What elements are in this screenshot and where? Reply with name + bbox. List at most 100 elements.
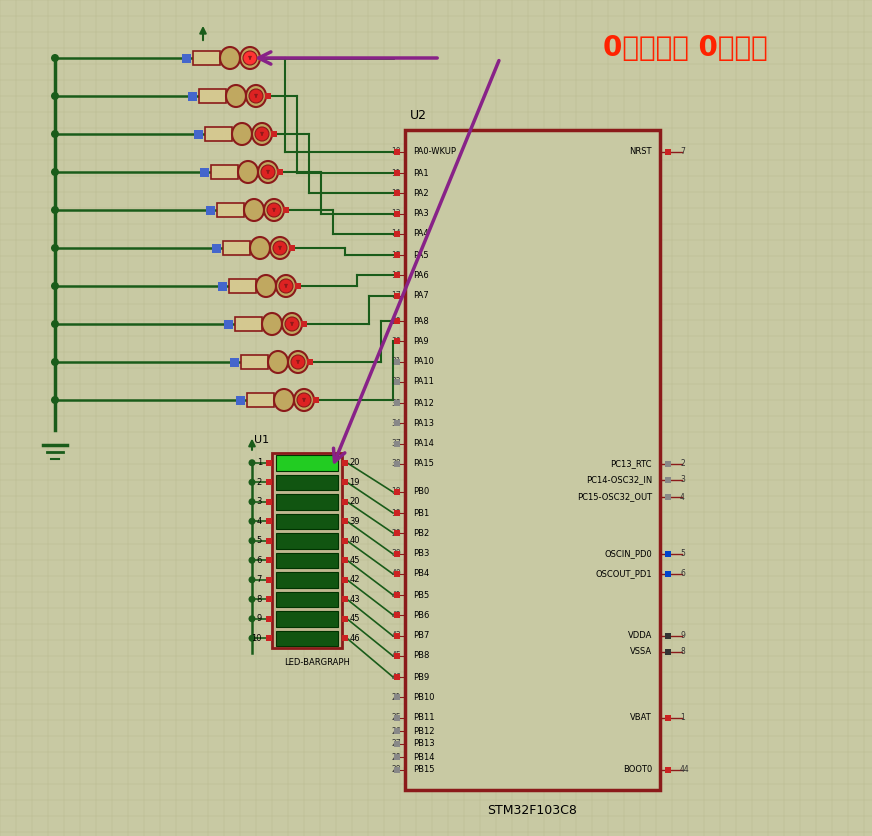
Bar (665, 633, 671, 639)
Bar (211, 165, 238, 179)
Circle shape (285, 317, 299, 331)
Text: 9: 9 (680, 631, 685, 640)
Text: PA7: PA7 (413, 292, 429, 300)
Bar (342, 479, 348, 485)
Ellipse shape (252, 123, 272, 145)
Circle shape (255, 127, 269, 141)
Text: 17: 17 (392, 292, 401, 300)
Bar (394, 359, 400, 365)
Bar (342, 499, 348, 505)
Text: 18: 18 (392, 487, 401, 497)
Text: 40: 40 (392, 569, 401, 579)
Text: PA6: PA6 (413, 271, 429, 279)
Bar (665, 767, 671, 773)
Bar (665, 461, 671, 467)
Text: 42: 42 (392, 610, 401, 619)
Bar (394, 592, 400, 598)
Bar (276, 611, 338, 626)
Text: 2: 2 (680, 460, 685, 468)
Bar (394, 653, 400, 659)
Text: 45: 45 (392, 651, 401, 660)
Text: 4: 4 (256, 517, 262, 526)
Text: 12: 12 (392, 188, 401, 197)
Circle shape (51, 92, 59, 100)
Ellipse shape (294, 389, 314, 411)
Text: 1: 1 (680, 713, 685, 722)
Bar (394, 612, 400, 618)
Bar (266, 577, 272, 583)
Bar (394, 170, 400, 176)
Bar (394, 767, 400, 773)
Text: 19: 19 (350, 477, 360, 487)
Bar (259, 55, 265, 61)
Text: 42: 42 (350, 575, 360, 584)
Text: PB0: PB0 (413, 487, 429, 497)
Bar (394, 190, 400, 196)
Circle shape (51, 206, 59, 214)
Text: PB12: PB12 (413, 726, 434, 736)
Bar (394, 379, 400, 385)
Bar (342, 518, 348, 524)
Text: 8: 8 (256, 594, 262, 604)
Ellipse shape (274, 389, 294, 411)
Text: 39: 39 (350, 517, 360, 526)
Bar (272, 453, 342, 648)
Bar (394, 441, 400, 447)
Text: PA11: PA11 (413, 378, 434, 386)
Bar (276, 572, 338, 588)
Text: 1: 1 (256, 458, 262, 467)
Text: 11: 11 (392, 169, 401, 177)
Bar (266, 518, 272, 524)
Text: PC13_RTC: PC13_RTC (610, 460, 652, 468)
Text: 43: 43 (350, 594, 360, 604)
Ellipse shape (240, 47, 260, 69)
Circle shape (249, 89, 263, 103)
Bar (307, 359, 313, 365)
Bar (194, 130, 202, 139)
Bar (394, 633, 400, 639)
Text: 25: 25 (392, 713, 401, 722)
Text: 14: 14 (392, 230, 401, 238)
Bar (665, 551, 671, 557)
Ellipse shape (282, 313, 302, 335)
Text: 7: 7 (680, 147, 685, 156)
Text: PB13: PB13 (413, 740, 434, 748)
Ellipse shape (270, 237, 290, 259)
Circle shape (51, 396, 59, 404)
Bar (342, 635, 348, 641)
Text: 41: 41 (392, 590, 401, 599)
Text: 37: 37 (392, 440, 401, 448)
Ellipse shape (276, 275, 296, 297)
Text: 29: 29 (392, 317, 401, 325)
Text: PA10: PA10 (413, 358, 434, 366)
Ellipse shape (264, 199, 284, 221)
Bar (276, 494, 338, 509)
Circle shape (51, 320, 59, 328)
Circle shape (291, 355, 305, 369)
Text: 44: 44 (680, 766, 690, 774)
Bar (394, 694, 400, 700)
Bar (276, 513, 338, 529)
Bar (266, 479, 272, 485)
Text: 46: 46 (350, 634, 360, 643)
Bar (394, 293, 400, 299)
Bar (235, 317, 262, 331)
Text: PA4: PA4 (413, 230, 429, 238)
Bar (301, 321, 307, 327)
Circle shape (243, 51, 257, 65)
Text: 3: 3 (680, 476, 685, 485)
Text: PB6: PB6 (413, 610, 429, 619)
Text: 26: 26 (392, 726, 401, 736)
Bar (394, 149, 400, 155)
Text: PB10: PB10 (413, 692, 434, 701)
Text: PA9: PA9 (413, 337, 429, 345)
Circle shape (51, 54, 59, 62)
Bar (665, 477, 671, 483)
Text: 32: 32 (392, 378, 401, 386)
Bar (342, 616, 348, 622)
Bar (241, 355, 268, 369)
Text: 3: 3 (256, 497, 262, 507)
Text: PB11: PB11 (413, 713, 434, 722)
Bar (205, 127, 232, 141)
Bar (223, 241, 250, 255)
